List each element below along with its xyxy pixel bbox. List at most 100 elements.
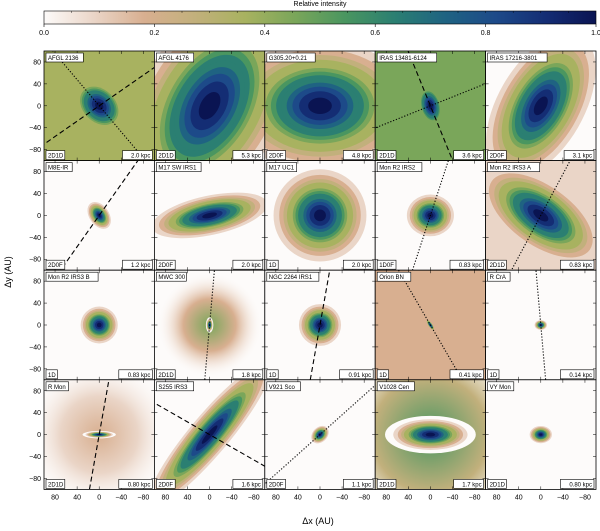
y-tick-label: 80: [33, 279, 41, 286]
y-tick-label: 0: [37, 432, 41, 439]
intensity-map: [294, 270, 346, 380]
panel-title-box: [45, 271, 99, 282]
distance-label: 0.83 kpc: [128, 373, 151, 379]
y-tick-label: 0: [37, 103, 41, 110]
model-label-box: [45, 479, 66, 489]
y-tick-label: 80: [33, 169, 41, 176]
distance-label: 5.3 kpc: [241, 154, 260, 160]
y-tick-label: 0: [37, 213, 41, 220]
panel-title-box: [376, 52, 438, 63]
y-tick-label: −40: [29, 235, 41, 242]
panel-iras-17216-3801: IRAS 17216-3801 2D0F 3.1 kpc: [485, 50, 597, 161]
panel-title: R Mon: [48, 385, 66, 391]
x-tick-label: −80: [579, 494, 591, 501]
y-tick-label: 0: [37, 323, 41, 330]
y-axis-label: Δy (AU): [3, 256, 13, 288]
model-label: 2D1D: [158, 154, 174, 160]
intensity-contour: [539, 433, 543, 436]
colorbar-tick-label: 0.4: [260, 30, 270, 37]
intensity-map: [488, 160, 593, 271]
y-tick-label: −80: [29, 147, 41, 154]
panel-title: Mon R2 IRS3 A: [490, 166, 531, 172]
distance-label: 1.6 kpc: [241, 482, 260, 488]
model-label-box: [376, 150, 397, 160]
panel-title: Mon R2 IRS2: [379, 166, 416, 172]
panel-title: Orion BN: [379, 275, 404, 281]
panel-mon-r2-irs3-a: Mon R2 IRS3 A 2D1D 0.83 kpc: [485, 160, 597, 271]
source-emission: [485, 51, 597, 161]
intensity-map: [154, 379, 265, 490]
model-label-box: [487, 479, 507, 489]
colorbar-tick-label: 1.0: [591, 30, 600, 37]
model-label: 1D: [269, 263, 277, 269]
panel-title-box: [487, 381, 515, 392]
distance-label: 1.2 kpc: [131, 263, 150, 269]
model-label: 2D1D: [158, 373, 174, 379]
panel-title: AFGL 4176: [158, 56, 189, 62]
panel-title-box: [266, 52, 316, 63]
panel-title: G305.20+0.21: [269, 56, 308, 62]
distance-label-box: [118, 479, 153, 489]
x-tick-label: 80: [272, 494, 280, 501]
panel-title-box: [376, 162, 423, 172]
panel-title: IRAS 17216-3801: [490, 56, 538, 62]
x-tick-label: 40: [294, 494, 302, 501]
panel-afgl-4176: AFGL 4176 2D1D 5.3 kpc: [153, 50, 266, 161]
panel-title: M17 SW IRS1: [158, 166, 197, 172]
model-label-box: [45, 369, 58, 380]
model-label: 2D1D: [379, 154, 395, 160]
panel-orion-bn: Orion BN 1D 0.41 kpc: [374, 269, 487, 381]
distance-label: 0.83 kpc: [569, 263, 592, 269]
model-label: 2D0F: [158, 263, 173, 269]
intensity-map: [157, 270, 263, 380]
source-emission: [294, 299, 346, 351]
intensity-map: [44, 51, 155, 161]
model-label: 2D1D: [490, 263, 506, 269]
panel-title-box: [156, 162, 202, 172]
model-label-box: [156, 479, 176, 489]
panel-title-box: [487, 52, 548, 63]
intensity-contour: [97, 434, 101, 436]
model-label: 1D0F: [379, 263, 394, 269]
distance-label-box: [560, 479, 595, 489]
x-tick-label: 0: [208, 494, 212, 501]
colorbar-ticks: 0.0 0.2 0.4 0.6 0.8 1.0: [39, 11, 600, 37]
panel-grid: AFGL 2136 2D1D 2.0 kpc 80 40 0 −40 −80 AFGL 4176…: [29, 50, 597, 501]
distance-label: 0.83 kpc: [459, 263, 482, 269]
panel-title-box: [156, 381, 194, 392]
source-emission: [385, 415, 476, 454]
panel-title-box: [45, 381, 69, 392]
intensity-contour: [317, 322, 323, 328]
intensity-map: [264, 160, 376, 271]
x-tick-label: 40: [184, 494, 192, 501]
panel-title: M8E-IR: [48, 166, 69, 172]
panel-title-box: [266, 381, 301, 392]
intensity-map: [264, 51, 376, 161]
distance-label-box: [560, 369, 595, 380]
model-label: 1D: [269, 373, 277, 379]
distance-label: 1.8 kpc: [241, 373, 260, 379]
y-tick-label: 40: [33, 191, 41, 198]
y-tick-label: −80: [29, 476, 41, 483]
disk-axis-line: [52, 51, 147, 161]
x-tick-label: −80: [137, 494, 149, 501]
x-tick-label: 80: [493, 494, 501, 501]
distance-label-box: [449, 369, 484, 380]
outflow-axis-line: [535, 270, 547, 380]
distance-label-box: [453, 150, 484, 160]
model-label-box: [156, 150, 176, 160]
intensity-map: [533, 270, 549, 380]
model-label: 1D: [48, 373, 56, 379]
model-label: 2D1D: [48, 154, 64, 160]
source-emission: [264, 51, 376, 161]
colorbar-tick-label: 0.2: [150, 30, 160, 37]
model-label-box: [487, 259, 507, 270]
panel-title-box: [376, 381, 415, 392]
x-tick-label: −40: [447, 494, 459, 501]
distance-label-box: [118, 369, 153, 380]
panel-title: IRAS 13481-6124: [379, 56, 427, 62]
model-label-box: [376, 259, 397, 270]
distance-label: 0.91 kpc: [349, 373, 372, 379]
model-label: 1D: [490, 373, 498, 379]
colorbar-tick-label: 0.8: [481, 30, 491, 37]
